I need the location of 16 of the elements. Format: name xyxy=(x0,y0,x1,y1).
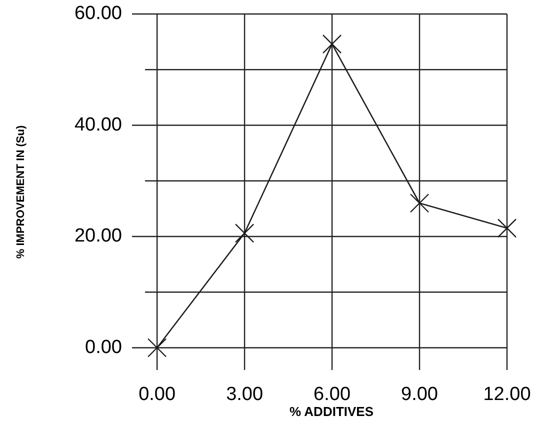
y-axis-title: % IMPROVEMENT IN (Su) xyxy=(15,125,27,259)
x-tick-label: 12.00 xyxy=(483,384,531,406)
x-tick-label: 3.00 xyxy=(226,384,264,406)
y-tick-label: 20.00 xyxy=(74,226,122,247)
point xyxy=(497,218,517,238)
point xyxy=(147,338,167,358)
x-tick-label: 6.00 xyxy=(314,384,351,406)
point xyxy=(234,224,254,243)
x-axis-title: % ADDITIVES xyxy=(289,404,374,419)
y-tick-label: 0.00 xyxy=(85,336,122,358)
y-tick-label: 40.00 xyxy=(74,114,122,136)
x-tick-label: 9.00 xyxy=(401,384,438,406)
point xyxy=(410,194,430,213)
y-tick-label: 60.00 xyxy=(74,3,122,24)
point xyxy=(322,34,342,54)
x-tick-label: 0.00 xyxy=(138,384,176,406)
